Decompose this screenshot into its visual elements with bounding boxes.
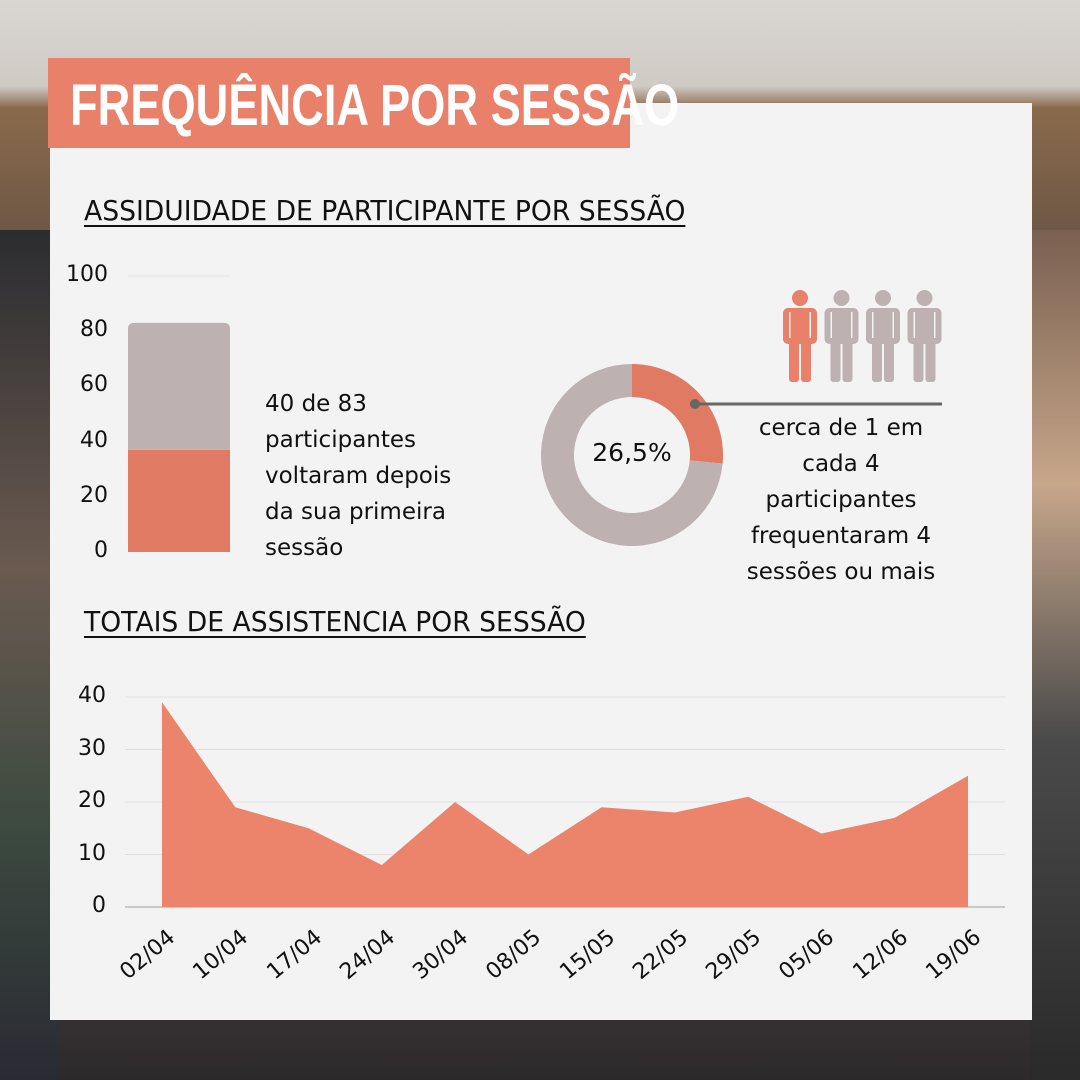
person-icon: [783, 290, 817, 382]
donut-text-line: participantes: [765, 487, 917, 513]
bar-text-line: voltaram depois: [265, 463, 452, 489]
area-ytick-label: 20: [78, 788, 106, 813]
donut-text-line: cerca de 1 em: [758, 415, 924, 441]
person-icon: [866, 290, 900, 382]
bar-ytick-label: 40: [80, 427, 108, 453]
title-banner: FREQUÊNCIA POR SESSÃO: [48, 58, 679, 148]
page-title: FREQUÊNCIA POR SESSÃO: [70, 73, 680, 138]
bar-text-line: participantes: [265, 427, 417, 453]
bar-text-line: 40 de 83: [265, 391, 367, 417]
bar-segment: [128, 449, 230, 552]
donut-description: cerca de 1 em cada 4 participantes frequ…: [730, 410, 952, 590]
donut-slice: [632, 364, 723, 464]
donut-center-label: 26,5%: [592, 438, 672, 467]
callout-dot: [690, 399, 700, 409]
bar-ytick-label: 60: [80, 372, 108, 398]
bar-text-line: sessão: [265, 535, 344, 561]
donut-slice: [541, 364, 723, 547]
bar-ytick-label: 80: [80, 317, 108, 343]
area-series: [162, 702, 968, 907]
area-ytick-label: 0: [92, 893, 106, 918]
donut-text-line: frequentaram 4: [750, 523, 932, 549]
section2-heading: TOTAIS DE ASSISTENCIA POR SESSÃO: [84, 605, 586, 638]
bar-text-line: da sua primeira: [265, 499, 446, 525]
area-ytick-label: 30: [78, 735, 106, 761]
bar-description: 40 de 83 participantes voltaram depois d…: [265, 386, 451, 566]
bar-ytick-label: 0: [94, 538, 108, 563]
donut-text-line: cada 4: [802, 451, 880, 477]
background-photo-right: [1030, 230, 1080, 1080]
area-ytick-label: 10: [78, 840, 106, 866]
person-icon: [907, 290, 942, 382]
bar-segment: [128, 322, 230, 450]
donut-text-line: sessões ou mais: [746, 559, 936, 585]
person-icon: [824, 290, 859, 382]
area-ytick-label: 40: [78, 683, 106, 708]
section1-heading: ASSIDUIDADE DE PARTICIPANTE POR SESSÃO: [84, 194, 686, 227]
bar-ytick-label: 100: [66, 262, 108, 287]
bar-ytick-label: 20: [80, 482, 108, 508]
